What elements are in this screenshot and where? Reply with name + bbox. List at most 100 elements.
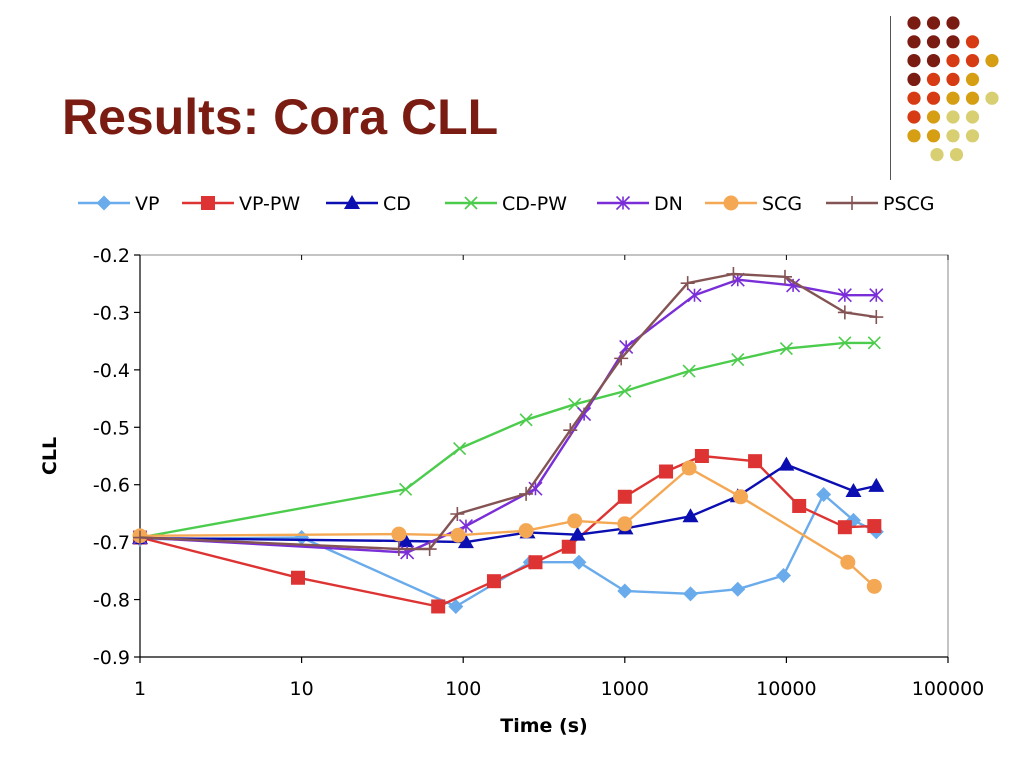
decor-dot [926,72,941,86]
data-point-cd-pw [838,336,852,350]
y-tick-label: -0.5 [93,417,130,439]
data-point-vp-pw [528,555,543,570]
data-point-vp-pw [617,489,632,504]
data-point-pscg [519,486,534,501]
data-point-dn [869,288,884,303]
x-tick-label: 10000 [756,678,816,700]
series-line-scg [139,466,876,588]
legend-label: VP-PW [239,193,300,215]
decor-dot [926,110,941,124]
data-point-cd-pw [399,482,413,496]
decor-dot [907,91,921,105]
data-point-vp [816,486,832,502]
data-point-dn [528,481,543,496]
legend-item-scg: SCG [705,193,802,215]
data-point-pscg [726,266,741,281]
data-point-cd-pw [519,413,533,427]
series-vp [132,486,884,614]
legend-item-cd: CD [326,193,411,215]
data-point-pscg [869,310,884,325]
data-point-cd [569,526,586,541]
legend-marker [201,196,215,210]
legend-label: CD-PW [502,193,567,215]
legend-label: DN [654,193,683,215]
chart-legend: VP VP-PW CD CD-PW DN SCG PSCG [78,193,935,215]
decor-dot [907,16,921,30]
slide-title: Results: Cora CLL [62,89,499,145]
series-line-vp [139,493,877,608]
plot-area [139,254,949,658]
data-point-scg [617,516,633,532]
decor-dot [965,72,980,86]
decor-dot [930,148,944,162]
decor-dot [985,91,999,105]
legend-marker [96,195,112,211]
series-pscg [133,266,884,557]
data-point-vp [730,581,746,597]
data-point-scg [866,578,882,594]
y-tick-label: -0.2 [93,245,130,267]
decor-dot [965,129,980,143]
decor-dot [907,110,921,124]
decor-dot [949,148,964,162]
decor-dot [907,35,921,49]
data-point-cd [682,508,699,523]
legend-label: VP [135,193,159,215]
legend-item-dn: DN [597,193,683,215]
data-point-pscg [563,423,578,438]
data-point-vp [776,567,792,583]
decor-dot [926,54,941,68]
data-point-scg [681,460,697,476]
data-point-scg [733,489,749,505]
data-point-vp-pw [694,449,709,463]
x-tick-label: 1 [134,678,146,700]
decor-dot [926,16,941,30]
series-layer [132,266,885,614]
legend-marker [723,195,739,211]
data-point-vp [294,530,310,546]
data-point-pscg [777,269,792,284]
data-point-vp-pw [486,574,501,589]
data-point-cd [457,534,474,549]
data-point-scg [450,527,466,543]
x-tick-label: 10 [290,678,314,700]
legend-marker [344,195,360,209]
decor-dot [926,35,941,49]
data-point-vp-pw [659,464,674,479]
data-point-vp-pw [867,519,882,534]
decor-dot [926,129,941,143]
data-point-cd [397,532,414,547]
decor-dot [965,91,980,105]
decor-dot [907,72,921,86]
decor-dot [946,72,960,86]
data-point-vp-pw [792,498,807,513]
data-point-cd [845,483,862,498]
data-point-pscg [680,276,695,291]
decor-dot [946,16,960,30]
data-point-dn [837,288,852,303]
data-point-vp [682,586,698,602]
data-point-dn [687,288,702,303]
data-point-pscg [422,542,437,557]
data-point-vp-pw [431,599,446,614]
data-point-vp-pw [837,520,852,535]
data-point-pscg [837,305,852,320]
decor-dot [946,54,960,68]
series-scg [132,460,882,594]
x-axis-title: Time (s) [500,715,587,737]
data-point-vp-pw [291,570,306,585]
data-point-cd-pw [731,352,745,367]
x-axis: 1 10 100 1000 10000 100000 [134,255,984,700]
y-tick-label: -0.6 [93,475,130,497]
legend-item-pscg: PSCG [826,193,935,215]
y-tick-label: -0.9 [93,647,130,669]
decor-dot [965,54,980,68]
legend-marker [464,196,478,210]
data-point-cd [778,456,795,471]
data-point-cd-pw [779,342,793,356]
data-point-vp-pw [748,454,763,469]
y-axis-title: CLL [39,437,61,475]
data-point-scg [840,554,856,570]
title-divider [890,16,891,180]
decor-dot [985,54,999,68]
